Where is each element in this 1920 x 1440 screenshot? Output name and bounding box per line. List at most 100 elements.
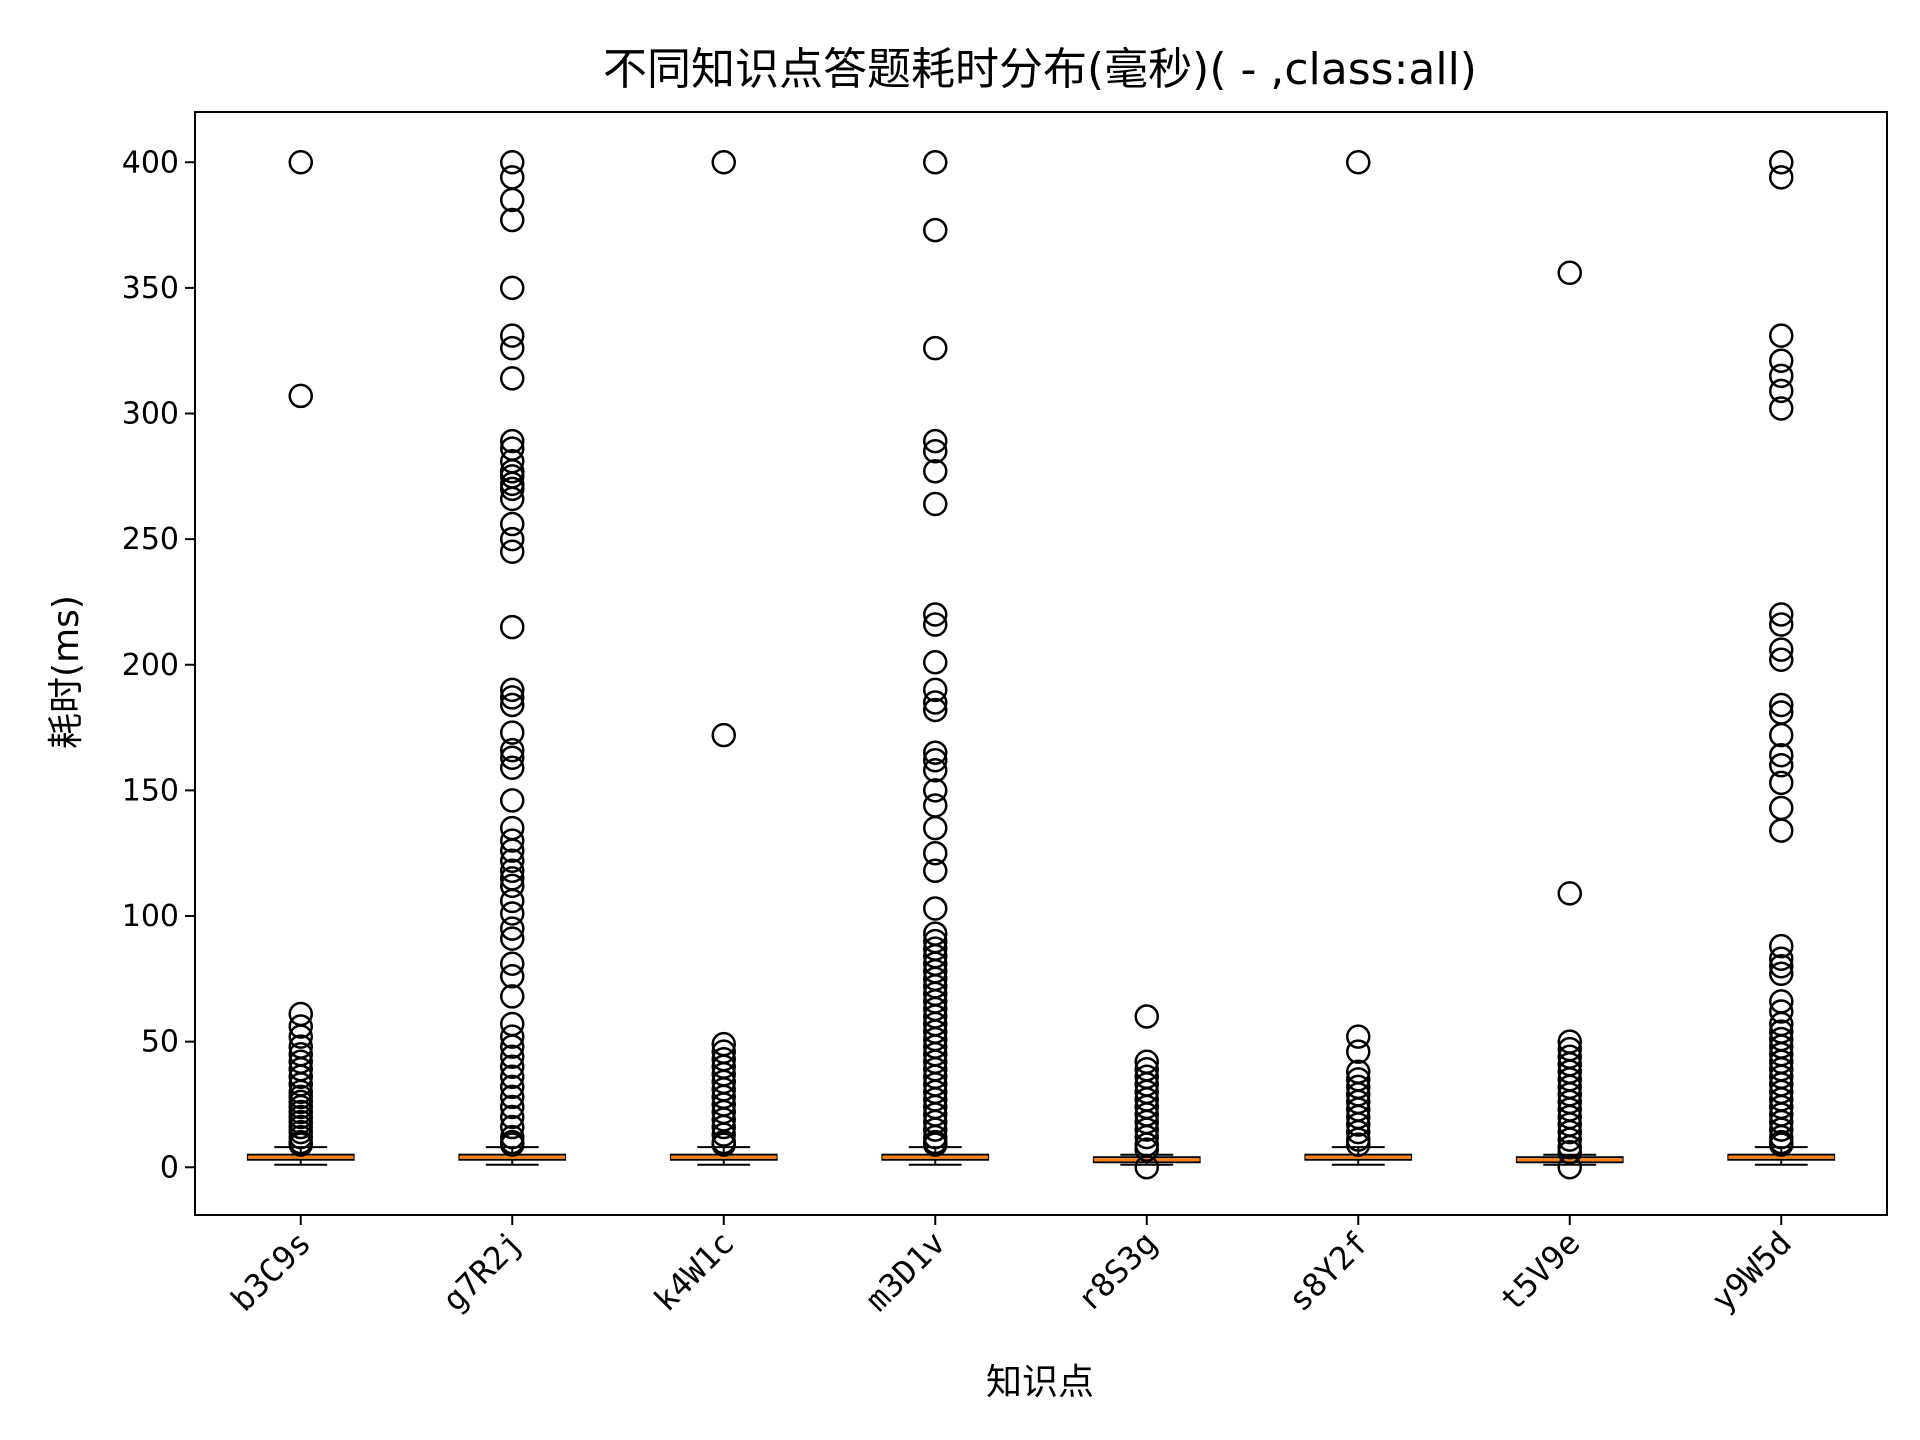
- outlier-point: [500, 366, 525, 391]
- outlier-point: [923, 612, 948, 637]
- outlier-point: [1769, 150, 1794, 175]
- box-group-t5V9e: [1515, 260, 1624, 1180]
- outlier-point: [500, 1114, 525, 1140]
- outlier-point: [500, 1064, 525, 1090]
- outlier-point: [1134, 1155, 1159, 1180]
- outlier-point: [1346, 1024, 1371, 1049]
- outlier-point: [288, 1024, 313, 1049]
- outlier-point: [923, 896, 948, 921]
- outlier-point: [923, 840, 948, 866]
- outlier-point: [288, 1132, 313, 1157]
- outlier-point: [1769, 165, 1794, 190]
- outlier-point: [500, 1011, 525, 1037]
- outlier-point: [500, 486, 525, 512]
- box-group-g7R2j: [458, 150, 567, 1166]
- y-tick-label: 0: [160, 1150, 179, 1185]
- y-tick-label: 400: [122, 145, 179, 180]
- outlier-point: [500, 150, 525, 175]
- y-tick-label: 250: [122, 522, 179, 557]
- outlier-point: [500, 737, 525, 763]
- outlier-point: [500, 526, 525, 552]
- outlier-point: [500, 964, 525, 989]
- outlier-point: [1557, 1139, 1582, 1165]
- outlier-point: [500, 1054, 525, 1080]
- outlier-point: [923, 602, 948, 627]
- outlier-point: [500, 1084, 525, 1110]
- outlier-point: [1769, 323, 1794, 348]
- outlier-point: [500, 1094, 525, 1120]
- y-tick-label: 150: [122, 773, 179, 808]
- outlier-point: [1769, 348, 1794, 373]
- outlier-point: [1134, 1117, 1159, 1142]
- outlier-point: [500, 848, 525, 873]
- outlier-point: [500, 1132, 525, 1157]
- outlier-point: [500, 1044, 525, 1069]
- outlier-point: [1769, 818, 1794, 843]
- outlier-point: [923, 217, 948, 243]
- x-tick-label: b3C9s: [223, 1224, 318, 1319]
- outlier-point: [500, 745, 525, 770]
- outlier-point: [1769, 378, 1794, 404]
- outlier-point: [923, 335, 948, 361]
- outlier-point: [1557, 1127, 1582, 1152]
- outlier-point: [500, 692, 525, 718]
- outlier-point: [500, 1034, 525, 1059]
- outlier-point: [1346, 1039, 1371, 1064]
- x-tick-label: m3D1v: [858, 1224, 953, 1319]
- outlier-point: [500, 207, 525, 233]
- outlier-point: [500, 858, 525, 884]
- outlier-point: [923, 740, 948, 765]
- outlier-point: [923, 793, 948, 818]
- box-group-k4W1c: [669, 150, 778, 1166]
- outlier-point: [500, 476, 525, 502]
- outlier-point: [923, 459, 948, 484]
- outlier-point: [500, 511, 525, 537]
- outlier-point: [1769, 647, 1794, 672]
- outlier-point: [711, 1122, 736, 1147]
- outlier-point: [288, 1001, 313, 1027]
- outlier-point: [1769, 363, 1794, 389]
- outlier-point: [1557, 881, 1582, 906]
- outlier-point: [500, 187, 525, 213]
- outlier-point: [711, 722, 736, 748]
- x-tick-label: t5V9e: [1492, 1224, 1587, 1319]
- outlier-point: [923, 438, 948, 464]
- outlier-point: [500, 828, 525, 853]
- x-tick-label: k4W1c: [646, 1224, 741, 1319]
- outlier-point: [1134, 1124, 1159, 1150]
- plot-frame: [194, 111, 1888, 1216]
- outlier-point: [500, 614, 525, 640]
- outlier-point: [923, 697, 948, 723]
- outlier-point: [500, 888, 525, 914]
- outlier-point: [923, 858, 948, 884]
- outlier-point: [288, 150, 313, 175]
- outlier-point: [923, 677, 948, 703]
- outlier-point: [1346, 1112, 1371, 1137]
- outlier-point: [1769, 602, 1794, 627]
- outlier-point: [1557, 1119, 1582, 1145]
- box-group-s8Y2f: [1304, 150, 1413, 1166]
- chart-title: 不同知识点答题耗时分布(毫秒)( - ,class:all): [603, 44, 1477, 95]
- outlier-point: [500, 1074, 525, 1100]
- outlier-point: [1769, 396, 1794, 421]
- y-tick-label: 50: [141, 1025, 179, 1060]
- y-axis-label: 耗时(ms): [46, 595, 87, 749]
- outlier-point: [1134, 1137, 1159, 1162]
- outlier-point: [1769, 722, 1794, 748]
- outlier-point: [1134, 1004, 1159, 1029]
- outlier-point: [500, 916, 525, 941]
- x-tick-label: s8Y2f: [1281, 1224, 1376, 1319]
- outlier-point: [923, 690, 948, 715]
- outlier-point: [1769, 753, 1794, 778]
- outlier-point: [500, 926, 525, 951]
- outlier-point: [711, 1114, 736, 1140]
- outlier-point: [500, 428, 525, 454]
- outlier-point: [500, 951, 525, 976]
- outlier-point: [288, 1064, 313, 1090]
- y-tick-label: 200: [122, 648, 179, 683]
- x-tick-label: g7R2j: [435, 1224, 530, 1319]
- outlier-point: [1769, 933, 1794, 959]
- outlier-point: [288, 1014, 313, 1039]
